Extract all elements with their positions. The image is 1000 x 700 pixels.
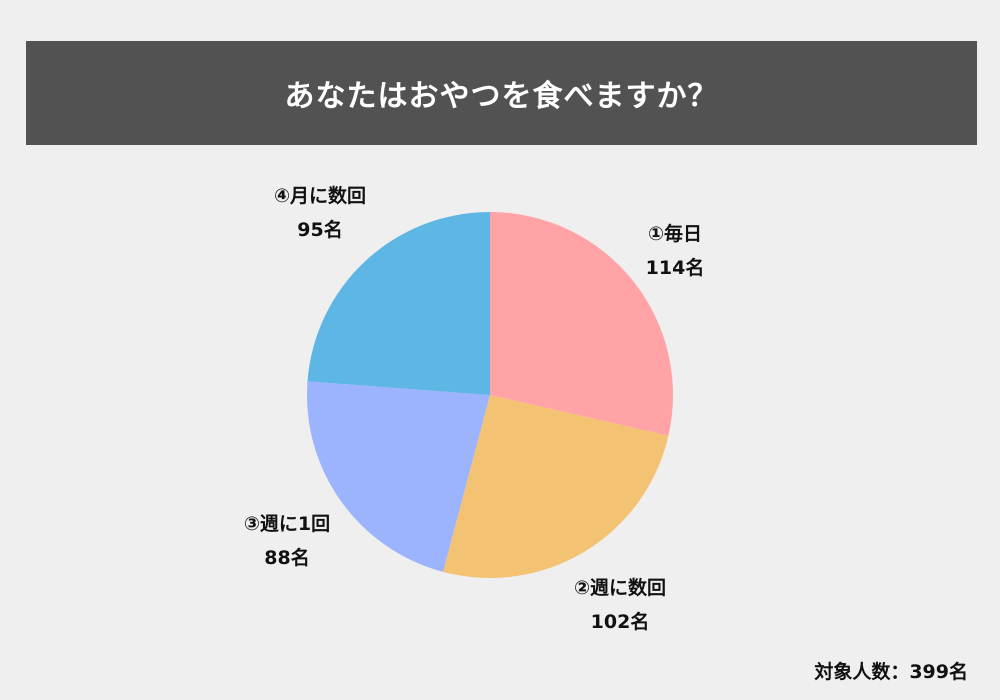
slice-name-once-weekly: ③週に1回 (243, 513, 331, 535)
slice-value-daily: 114名 (645, 257, 705, 279)
respondent-total: 対象人数：399名 (814, 661, 968, 683)
slice-value-several-weekly: 102名 (590, 611, 650, 633)
slice-value-once-weekly: 88名 (264, 547, 310, 569)
slice-name-several-weekly: ②週に数回 (573, 577, 667, 599)
slice-name-several-monthly: ④月に数回 (273, 185, 367, 207)
pie-slice-several-monthly (307, 212, 490, 395)
slice-label-several-weekly: ②週に数回 102名 (545, 571, 695, 639)
pie-slice-several-weekly (442, 395, 669, 579)
chart-title-bar: あなたはおやつを食べますか？ (26, 41, 977, 145)
slice-value-several-monthly: 95名 (297, 219, 343, 241)
slice-label-once-weekly: ③週に1回 88名 (212, 507, 362, 575)
chart-title: あなたはおやつを食べますか？ (284, 79, 719, 114)
slice-label-several-monthly: ④月に数回 95名 (245, 179, 395, 247)
slice-name-daily: ①毎日 (647, 223, 703, 245)
pie-slice-daily (490, 212, 673, 436)
pie-slice-once-weekly (306, 381, 490, 572)
slice-label-daily: ①毎日 114名 (620, 217, 730, 285)
